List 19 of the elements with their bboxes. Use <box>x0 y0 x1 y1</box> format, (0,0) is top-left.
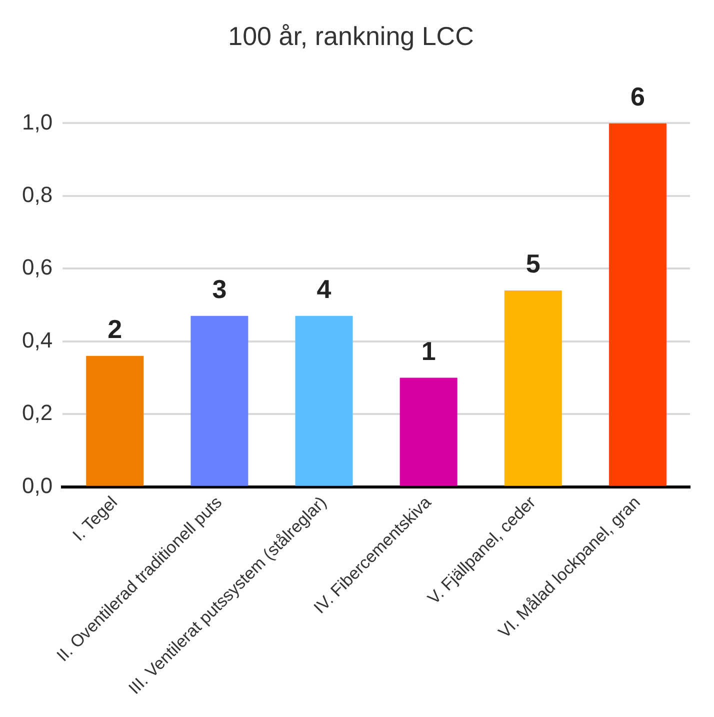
y-tick-label: 0,0 <box>22 472 53 498</box>
y-tick-label: 0,8 <box>22 182 53 207</box>
annotation: 1 <box>421 336 436 366</box>
annotation: 4 <box>316 274 332 304</box>
annotation: 2 <box>108 314 122 344</box>
annotation: 6 <box>630 81 645 112</box>
bar <box>504 290 562 486</box>
y-tick-label: 1,0 <box>22 109 53 134</box>
annotation: 5 <box>526 248 540 279</box>
y-tick-label: 0,6 <box>22 254 53 280</box>
bar <box>295 316 353 486</box>
annotation: 3 <box>212 274 227 304</box>
bar <box>400 378 458 486</box>
bar <box>608 123 666 486</box>
y-tick-label: 0,2 <box>22 400 53 426</box>
chart-title: 100 år, rankning LCC <box>228 20 474 51</box>
y-tick-label: 0,4 <box>22 327 53 352</box>
bar <box>190 316 248 486</box>
bar <box>86 356 144 486</box>
